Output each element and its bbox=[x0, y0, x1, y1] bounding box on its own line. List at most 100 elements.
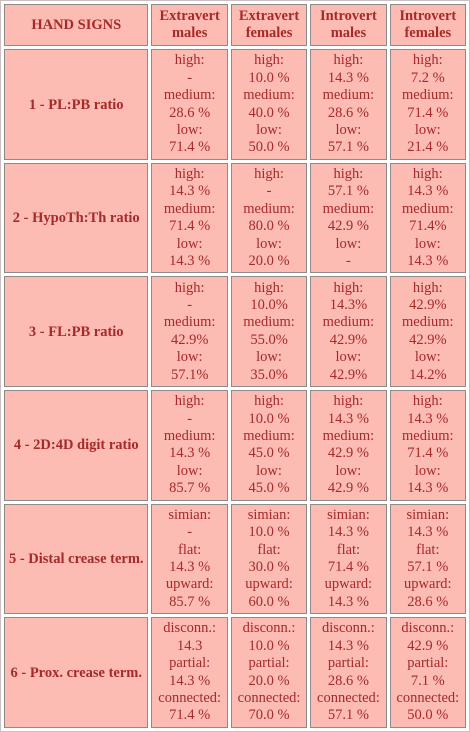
category-label: low: bbox=[256, 235, 282, 252]
header-introvert-females: Introvert females bbox=[389, 4, 466, 47]
percentage-value: 40.0 % bbox=[248, 104, 290, 121]
category-label: medium: bbox=[322, 428, 375, 445]
percentage-value: 42.9% bbox=[409, 331, 447, 348]
percentage-value: 57.1 % bbox=[327, 183, 369, 200]
percentage-value: 45.0 % bbox=[248, 445, 290, 462]
category-label: low: bbox=[414, 349, 441, 366]
header-hand-signs: HAND SIGNS bbox=[4, 4, 149, 47]
header-line: females bbox=[404, 25, 452, 42]
header-line: Introvert bbox=[319, 8, 377, 25]
percentage-value: 80.0 % bbox=[248, 218, 290, 235]
category-label: partial: bbox=[248, 655, 290, 672]
category-label: disconn.: bbox=[242, 620, 296, 637]
percentage-value: 14.3 % bbox=[169, 445, 211, 462]
category-label: upward: bbox=[404, 576, 452, 593]
table-row: 3 - FL:PB ratio high: - medium: 42.9% low: 57.… bbox=[4, 276, 466, 388]
percentage-value: 7.1 % bbox=[410, 672, 445, 689]
value-cell-extravert-females: simian: 10.0 % flat: 30.0 % upward: 60.0 % bbox=[230, 503, 308, 615]
category-label: disconn.: bbox=[401, 620, 455, 637]
percentage-value: 14.3 % bbox=[407, 410, 449, 427]
hand-sign-name: 4 - 2D:4D digit ratio bbox=[4, 390, 149, 501]
header-line: Extravert bbox=[238, 8, 300, 25]
percentage-value: 10.0% bbox=[250, 296, 288, 313]
category-label: low: bbox=[335, 349, 362, 366]
percentage-value: 14.3 % bbox=[327, 593, 369, 610]
percentage-value: 30.0 % bbox=[248, 559, 290, 576]
category-label: partial: bbox=[407, 655, 449, 672]
percentage-value: 42.9 % bbox=[407, 637, 449, 654]
percentage-value: 10.0 % bbox=[248, 637, 290, 654]
category-label: connected: bbox=[158, 690, 222, 707]
hand-sign-name: 3 - FL:PB ratio bbox=[4, 276, 149, 388]
percentage-value: 14.3 % bbox=[169, 672, 211, 689]
category-label: low: bbox=[414, 235, 441, 252]
category-label: high: bbox=[412, 52, 443, 69]
value-cell-extravert-females: high: 10.0 % medium: 45.0 % low: 45.0 % bbox=[230, 390, 308, 501]
category-label: low: bbox=[256, 121, 282, 138]
category-label: low: bbox=[414, 462, 441, 479]
percentage-value: 57.1 % bbox=[327, 707, 369, 724]
value-cell-introvert-males: high: 14.3 % medium: 42.9 % low: 42.9 % bbox=[310, 390, 387, 501]
percentage-value: 28.6 % bbox=[327, 672, 369, 689]
percentage-value: 42.9 % bbox=[327, 218, 369, 235]
category-label: low: bbox=[335, 462, 362, 479]
value-cell-introvert-females: high: 7.2 % medium: 71.4 % low: 21.4 % bbox=[389, 49, 466, 160]
category-label: simian: bbox=[168, 506, 212, 523]
percentage-value: 71.4 % bbox=[169, 139, 211, 156]
percentage-value: - bbox=[187, 524, 193, 541]
value-cell-extravert-males: high: - medium: 14.3 % low: 85.7 % bbox=[151, 390, 228, 501]
category-label: medium: bbox=[402, 87, 454, 104]
category-label: high: bbox=[174, 279, 205, 296]
percentage-value: 70.0 % bbox=[248, 707, 290, 724]
percentage-value: 85.7 % bbox=[169, 480, 211, 497]
percentage-value: 14.3% bbox=[329, 296, 368, 313]
category-label: low: bbox=[335, 235, 362, 252]
category-label: low: bbox=[414, 121, 441, 138]
category-label: flat: bbox=[177, 541, 202, 558]
percentage-value: 50.0 % bbox=[248, 139, 290, 156]
header-extravert-males: Extravert males bbox=[151, 4, 228, 47]
hand-sign-name: 1 - PL:PB ratio bbox=[4, 49, 149, 160]
category-label: flat: bbox=[416, 541, 440, 558]
percentage-value: 14.3 % bbox=[327, 637, 369, 654]
percentage-value: - bbox=[346, 252, 351, 269]
percentage-value: 10.0 % bbox=[248, 524, 290, 541]
category-label: simian: bbox=[247, 506, 291, 523]
percentage-value: 42.9% bbox=[329, 366, 368, 383]
percentage-value: 57.1 % bbox=[327, 139, 369, 156]
category-label: disconn.: bbox=[322, 620, 375, 637]
table-row: 6 - Prox. crease term. disconn.: 14.3 parti… bbox=[4, 617, 466, 728]
value-cell-introvert-males: high: 57.1 % medium: 42.9 % low: - bbox=[310, 162, 387, 274]
category-label: medium: bbox=[163, 314, 216, 331]
category-label: low: bbox=[176, 235, 203, 252]
value-cell-introvert-females: high: 42.9% medium: 42.9% low: 14.2% bbox=[389, 276, 466, 388]
percentage-value: 71.4 % bbox=[327, 559, 369, 576]
value-cell-introvert-males: high: 14.3 % medium: 28.6 % low: 57.1 % bbox=[310, 49, 387, 160]
percentage-value: - bbox=[266, 183, 272, 200]
percentage-value: 85.7 % bbox=[169, 593, 211, 610]
category-label: connected: bbox=[237, 690, 301, 707]
percentage-value: 55.0% bbox=[250, 331, 288, 348]
header-line: Extravert bbox=[159, 8, 220, 25]
category-label: simian: bbox=[406, 506, 450, 523]
category-label: medium: bbox=[243, 200, 295, 217]
percentage-value: 28.6 % bbox=[169, 104, 211, 121]
percentage-value: - bbox=[187, 410, 193, 427]
category-label: low: bbox=[176, 349, 203, 366]
category-label: high: bbox=[254, 165, 284, 182]
value-cell-introvert-females: high: 14.3 % medium: 71.4 % low: 14.3 % bbox=[389, 390, 466, 501]
category-label: flat: bbox=[257, 541, 281, 558]
value-cell-extravert-males: high: - medium: 28.6 % low: 71.4 % bbox=[151, 49, 228, 160]
value-cell-introvert-females: simian: 14.3 % flat: 57.1 % upward: 28.6 % bbox=[389, 503, 466, 615]
value-cell-extravert-males: disconn.: 14.3 partial: 14.3 % connected: 71.… bbox=[151, 617, 228, 728]
percentage-value: 14.3 % bbox=[407, 183, 449, 200]
percentage-value: 71.4 % bbox=[407, 445, 449, 462]
category-label: high: bbox=[174, 393, 205, 410]
category-label: low: bbox=[335, 121, 362, 138]
value-cell-introvert-males: simian: 14.3 % flat: 71.4 % upward: 14.3 % bbox=[310, 503, 387, 615]
category-label: upward: bbox=[324, 576, 373, 593]
category-label: high: bbox=[174, 165, 205, 182]
percentage-value: 42.9 % bbox=[327, 480, 369, 497]
header-extravert-females: Extravert females bbox=[230, 4, 308, 47]
